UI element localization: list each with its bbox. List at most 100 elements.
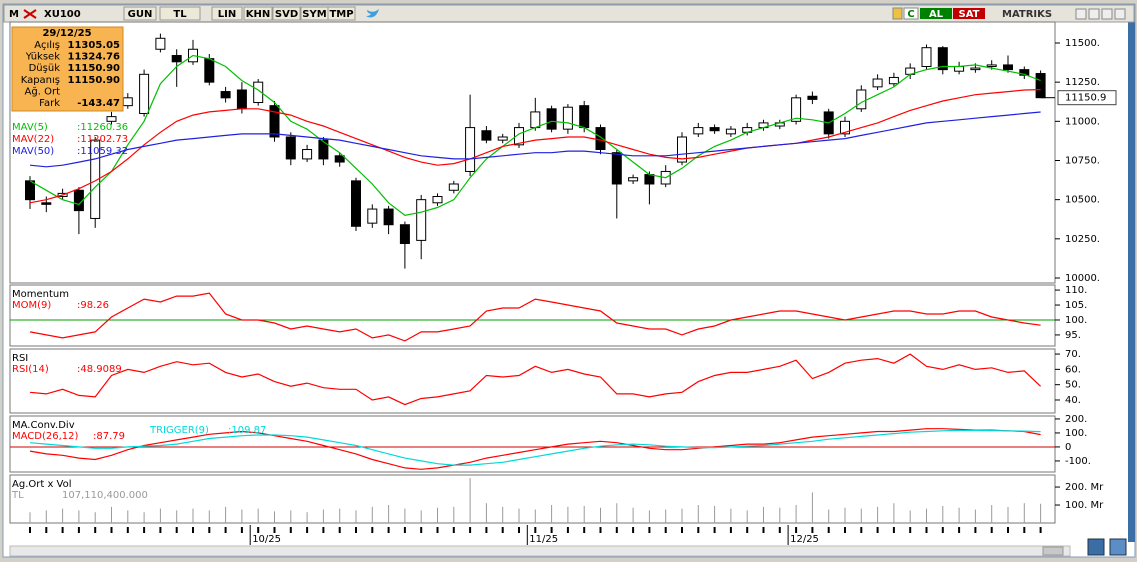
toolbar-button-bg[interactable]	[272, 6, 301, 21]
candle-body	[367, 208, 378, 224]
panel-title: RSI	[12, 353, 28, 364]
legend-value: :48.9089	[77, 364, 122, 375]
candle-body	[497, 136, 508, 141]
sell-button[interactable]: SAT	[959, 9, 980, 20]
indicator-line	[29, 353, 1042, 406]
toolbar-button-bg[interactable]	[159, 6, 201, 21]
candle-body	[546, 108, 557, 130]
y-tick-label: 11500.	[1065, 38, 1100, 49]
candle-body	[25, 180, 35, 201]
toolbar-button[interactable]: TL	[173, 9, 187, 20]
toolbar-button[interactable]: TMP	[329, 9, 353, 20]
c-button[interactable]: C	[907, 9, 914, 20]
candle-body	[285, 136, 296, 160]
legend-name: MACD(26,12)	[12, 431, 79, 442]
indicator-line	[29, 429, 1041, 466]
close[interactable]	[1114, 8, 1126, 20]
info-date: 29/12/25	[42, 28, 91, 39]
toolbar-button-bg[interactable]	[211, 6, 243, 21]
candle-body	[677, 136, 687, 163]
candle-body	[122, 97, 133, 107]
candle-body	[1003, 64, 1013, 71]
twitter-icon[interactable]	[366, 9, 379, 18]
y-tick-label: 11000.	[1065, 116, 1100, 127]
icon[interactable]	[892, 7, 903, 20]
candle-body	[986, 64, 997, 67]
candle-body	[318, 139, 329, 160]
toolbar-button-bg[interactable]	[123, 6, 157, 21]
legend-name: RSI(14)	[12, 364, 49, 375]
moving-average-line	[29, 111, 1041, 168]
candle-body	[872, 78, 883, 88]
toolbar-button[interactable]: SYM	[302, 9, 326, 20]
y-tick-label: 200. Mr	[1065, 482, 1104, 493]
legend-name: TRIGGER(9)	[149, 425, 209, 436]
y-tick-label: 70.	[1065, 349, 1081, 360]
y-tick-label: 10500.	[1065, 195, 1100, 206]
last-price-box	[1057, 90, 1117, 106]
y-tick-label: 0	[1065, 442, 1071, 453]
y-tick-label: 95.	[1065, 330, 1081, 341]
legend-value: :98.26	[77, 300, 109, 311]
candle-body	[1019, 69, 1030, 76]
panel-title: Ag.Ort x Vol	[12, 479, 72, 490]
panel	[9, 474, 1056, 524]
y-tick-label: 100.	[1065, 315, 1087, 326]
candle-body	[628, 177, 639, 182]
candle-body	[840, 120, 850, 135]
scroll-thumb[interactable]	[1042, 546, 1064, 556]
legend-value: :87.79	[93, 431, 125, 442]
candle-body	[383, 208, 394, 226]
info-label: Fark	[39, 98, 60, 109]
candle-body	[709, 127, 720, 132]
c-button-bg[interactable]	[903, 7, 919, 20]
toolbar-button[interactable]: KHN	[246, 9, 271, 20]
candle-body	[465, 127, 476, 172]
info-value: 11150.90	[67, 75, 120, 86]
refresh-icon[interactable]	[1087, 538, 1105, 556]
buy-button[interactable]: AL	[929, 9, 944, 20]
toolbar-button[interactable]: LIN	[218, 9, 236, 20]
maximize[interactable]	[1101, 8, 1113, 20]
candle-body	[269, 105, 280, 138]
last-price-label: 11150.9	[1065, 93, 1106, 104]
candle-body	[1035, 73, 1046, 99]
y-tick-label: 100.	[1065, 428, 1087, 439]
right-strip	[1128, 22, 1135, 542]
close-icon[interactable]	[23, 9, 37, 19]
y-tick-label: 100. Mr	[1065, 500, 1104, 511]
x-tick-label: 10/25	[252, 534, 281, 545]
candle-body	[791, 97, 802, 122]
symbol[interactable]: XU100	[44, 9, 81, 20]
y-tick-label: -100.	[1065, 456, 1091, 467]
minimize[interactable]	[1075, 8, 1087, 20]
candle-body	[302, 149, 313, 160]
panel	[9, 348, 1056, 414]
moving-average-line	[29, 54, 1041, 216]
scrollbar[interactable]	[9, 545, 1071, 557]
toolbar-button-bg[interactable]	[327, 6, 356, 21]
moving-average-line	[29, 89, 1041, 204]
info-label: Yüksek	[25, 52, 60, 63]
candle-body	[970, 67, 981, 71]
x-tick-label: 12/25	[790, 534, 819, 545]
legend-name: MAV(5)	[12, 122, 48, 133]
candle-body	[481, 130, 492, 141]
buy-button-bg[interactable]	[920, 8, 952, 19]
sell-button-bg[interactable]	[953, 8, 985, 19]
settings-icon[interactable]	[1109, 538, 1127, 556]
candle-body	[334, 155, 345, 163]
candle-body	[236, 89, 247, 110]
legend-value: :109.87	[228, 425, 266, 436]
logo: M	[9, 9, 19, 20]
candle-body	[888, 76, 899, 85]
toolbar-button-bg[interactable]	[243, 6, 273, 21]
candle-body	[856, 89, 867, 110]
toolbar-button[interactable]: GUN	[128, 9, 153, 20]
legend-name: MAV(50)	[12, 146, 54, 157]
legend-value: :11202.73	[77, 134, 128, 145]
candle-body	[807, 95, 818, 100]
toolbar-button[interactable]: SVD	[275, 9, 298, 20]
restore[interactable]	[1088, 8, 1100, 20]
panel	[9, 415, 1056, 473]
